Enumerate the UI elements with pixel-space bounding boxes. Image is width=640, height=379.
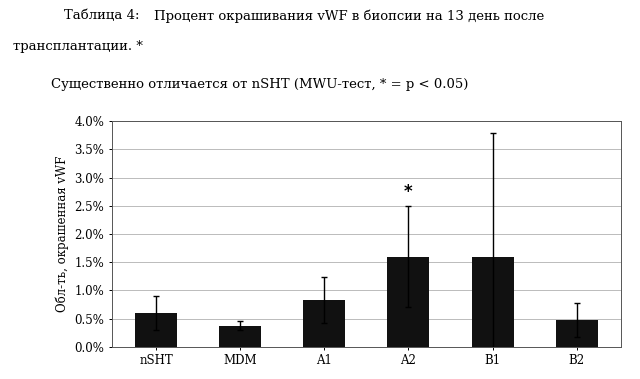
Y-axis label: Обл-ть, окрашенная vWF: Обл-ть, окрашенная vWF [56,156,69,312]
Text: Процент окрашивания vWF в биопсии на 13 день после: Процент окрашивания vWF в биопсии на 13 … [154,9,544,23]
Text: Существенно отличается от nSHT (MWU-тест, * = p < 0.05): Существенно отличается от nSHT (MWU-тест… [51,78,468,91]
Bar [135,313,177,347]
Text: Таблица 4:: Таблица 4: [64,9,140,22]
Bar [220,326,261,347]
Text: трансплантации. *: трансплантации. * [13,40,143,53]
Bar [303,300,346,347]
Text: *: * [404,183,413,201]
Bar [556,320,598,347]
Bar [472,257,513,347]
Bar [387,257,429,347]
